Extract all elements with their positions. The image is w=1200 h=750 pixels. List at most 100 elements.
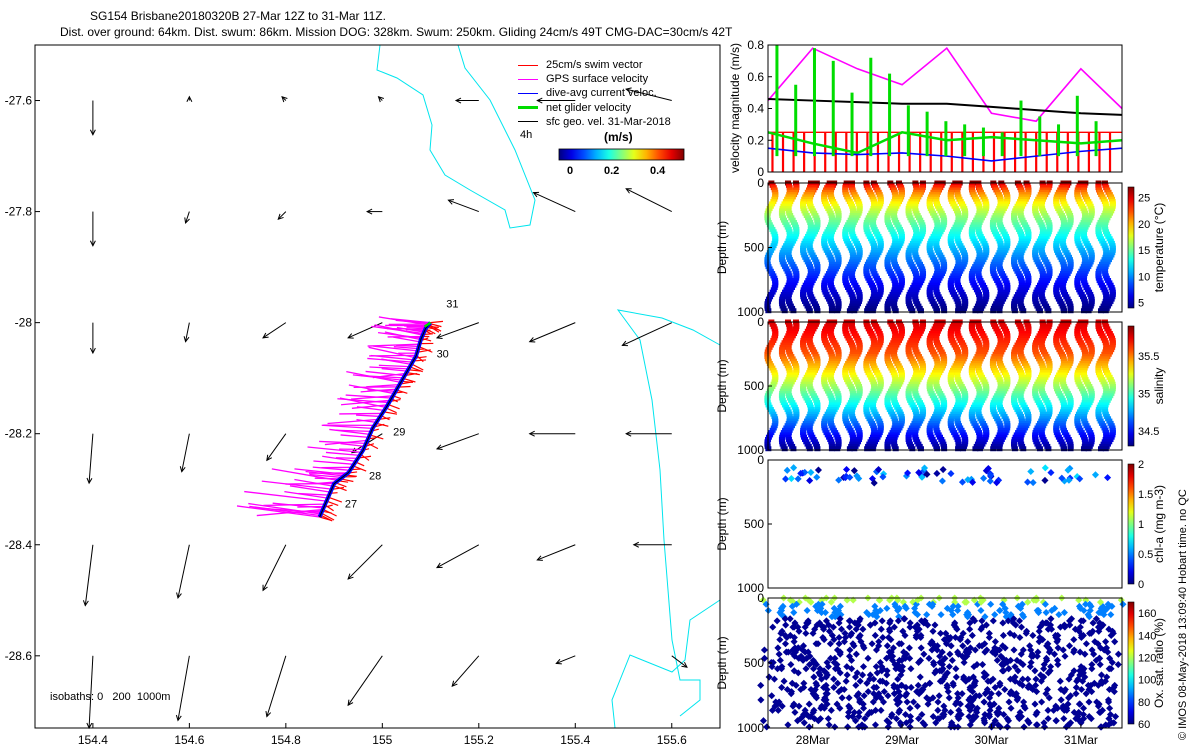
swim-vector xyxy=(352,465,367,472)
gps-surface-vector xyxy=(353,386,399,389)
sfc-velocity-arrowhead xyxy=(532,191,540,198)
oxy-sample-dot xyxy=(760,654,769,662)
profile-sample-dot xyxy=(851,446,858,452)
profile-sample-dot xyxy=(892,308,899,314)
track-day-label: 27 xyxy=(345,498,357,510)
profile-colorbar xyxy=(1127,186,1135,309)
profile-sample-dot xyxy=(1020,446,1027,452)
gps-surface-vector xyxy=(340,399,391,406)
sfc-velocity-arrowhead xyxy=(175,714,182,722)
profile-y-tick-label: 1000 xyxy=(737,305,764,319)
oxy-sample-dot xyxy=(782,621,790,629)
profile-sample-dot xyxy=(955,308,962,314)
sfc-velocity-arrowhead xyxy=(176,592,182,600)
profile-y-tick-label: 1000 xyxy=(737,443,764,457)
colorbar-tick-label: 0 xyxy=(1138,579,1144,591)
gps-surface-vector xyxy=(325,451,360,456)
profile-sample-dot xyxy=(1036,308,1043,314)
sfc-velocity-arrowhead xyxy=(536,555,543,561)
gps-surface-vector xyxy=(335,429,372,433)
colorbar-tick-label: 34.5 xyxy=(1138,426,1159,438)
map-x-tick-label: 154.4 xyxy=(78,733,108,747)
sfc-velocity-arrowhead xyxy=(681,661,688,668)
profile-sample-dot xyxy=(941,446,948,452)
sfc-velocity-vector xyxy=(181,433,190,472)
profile-sample-dot xyxy=(781,308,788,314)
map-y-tick-label: -28.2 xyxy=(5,427,33,441)
net-glider-vector xyxy=(423,321,432,328)
profile-sample-dot xyxy=(955,446,962,452)
sfc-velocity-arrowhead xyxy=(277,213,284,220)
chl-sample-dot xyxy=(923,470,931,478)
profile-sample-dot xyxy=(972,308,979,314)
gps-surface-vector xyxy=(327,418,379,425)
chl-sample-dot xyxy=(783,466,791,474)
oxy-sample-dot xyxy=(774,644,782,652)
gps-surface-vector xyxy=(378,364,410,368)
sfc-velocity-arrowhead xyxy=(179,466,186,473)
swim-vector xyxy=(430,320,444,324)
sfc-velocity-vector xyxy=(266,433,287,461)
profile-sample-dot xyxy=(834,308,841,314)
gps-surface-vector xyxy=(263,503,326,507)
chl-sample-dot xyxy=(984,464,992,473)
swim-vector xyxy=(402,377,416,383)
sfc-velocity-vector xyxy=(626,88,672,102)
chl-sample-dot xyxy=(947,470,955,478)
gps-surface-vector xyxy=(294,478,334,487)
gps-surface-vector xyxy=(356,419,377,424)
sfc-velocity-arrowhead xyxy=(366,208,373,215)
map-axes-frame xyxy=(34,44,721,729)
chl-sample-dot xyxy=(987,471,995,479)
sfc-velocity-arrowhead xyxy=(632,541,639,548)
velocity-ylabel: velocity magnitude (m/s) xyxy=(728,43,742,173)
velocity-y-tick-label: 0.6 xyxy=(747,70,764,84)
colorbar-tick-label: 5 xyxy=(1138,298,1144,310)
sfc-velocity-vector xyxy=(277,211,287,220)
profile-y-tick-label: 0 xyxy=(757,453,764,467)
chl-sample-dot xyxy=(813,473,821,481)
profile-sample-dot xyxy=(828,446,835,452)
sfc-velocity-vector xyxy=(529,322,576,343)
profile-sample-dot xyxy=(959,308,966,314)
map-y-tick-label: -27.6 xyxy=(5,94,33,108)
map-x-tick-label: 155.2 xyxy=(464,733,494,747)
sfc-velocity-arrowhead xyxy=(89,240,96,247)
oxy-sample-dot xyxy=(775,650,783,658)
sfc-velocity-vector xyxy=(88,655,94,729)
profile-sample-dot xyxy=(1102,446,1109,452)
profile-sample-dot xyxy=(864,308,871,314)
profile-y-tick-label: 1000 xyxy=(737,581,764,595)
oxy-sample-dot xyxy=(769,623,777,631)
sfc-velocity-vector xyxy=(185,211,190,224)
profile-sample-dot xyxy=(1045,446,1052,452)
gps-surface-vector xyxy=(307,446,362,454)
profile-background xyxy=(768,322,1122,450)
chl-sample-dot xyxy=(806,477,814,485)
chl-sample-dot xyxy=(797,469,805,477)
gps-surface-vector xyxy=(284,490,328,499)
map-x-tick-label: 154.8 xyxy=(271,733,301,747)
sfc-velocity-vector xyxy=(671,655,688,668)
profile-sample-dot xyxy=(990,308,997,314)
profile-sample-dot xyxy=(1067,308,1074,314)
gps-surface-vector xyxy=(356,414,381,418)
sfc-velocity-arrowhead xyxy=(89,347,96,355)
profile-sample-dot xyxy=(934,446,941,452)
map-y-tick-label: -28.4 xyxy=(5,538,33,552)
sfc-velocity-arrowhead xyxy=(377,95,384,103)
colorbar-label: salinity xyxy=(1152,368,1166,405)
map-y-tick-label: -27.8 xyxy=(5,205,33,219)
profile-sample-dot xyxy=(972,446,979,452)
oxy-sample-dot xyxy=(787,661,795,669)
sfc-velocity-vector xyxy=(84,544,94,606)
sfc-velocity-arrowhead xyxy=(281,95,288,103)
map-colorbar xyxy=(558,148,685,161)
sfc-velocity-vector xyxy=(262,544,287,591)
sfc-velocity-arrowhead xyxy=(621,340,628,347)
profile-sample-dot xyxy=(934,308,941,314)
profile-sample-dot xyxy=(846,446,853,452)
